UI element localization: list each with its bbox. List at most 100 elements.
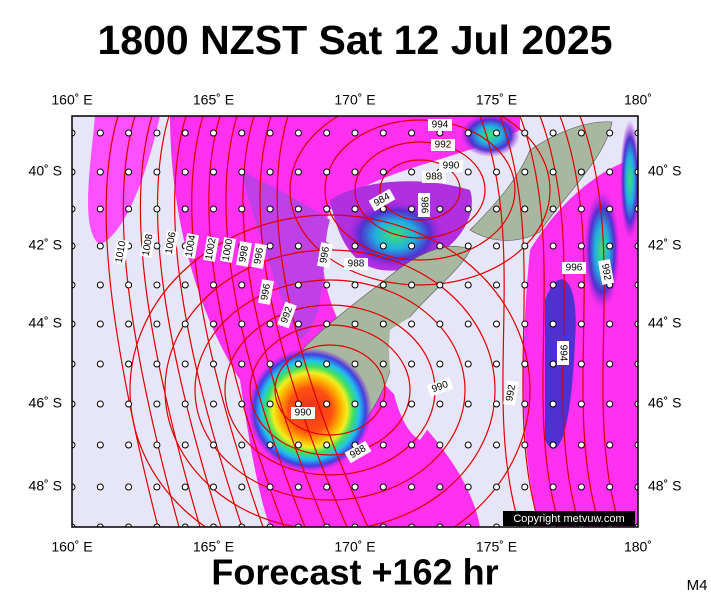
latitude-label: 46˚ S: [648, 395, 681, 411]
longitude-label: 175˚ E: [476, 539, 517, 555]
station-dot: [464, 483, 472, 491]
station-dot: [210, 360, 217, 368]
station-dot: [266, 205, 274, 213]
station-dot: [351, 360, 359, 368]
station-dot: [153, 168, 161, 176]
isobar-label-box: [163, 230, 179, 256]
isobar-label-box: [258, 279, 274, 305]
station-dot: [210, 129, 217, 137]
station-dot: [266, 441, 274, 449]
station-dot: [181, 400, 189, 408]
station-dot: [408, 360, 416, 368]
station-dot: [606, 441, 614, 449]
isobar-value: 1000: [221, 238, 236, 262]
isobar-label: 994: [557, 341, 569, 365]
north-island: [469, 121, 613, 241]
isobar: [259, 116, 348, 527]
isobar-value: 988: [348, 259, 365, 270]
station-dot: [125, 205, 133, 213]
station-dot: [294, 242, 302, 250]
isobar: [324, 119, 516, 261]
isobar-label: 986: [418, 193, 430, 217]
station-dot: [210, 281, 217, 289]
station-dot: [153, 129, 161, 137]
isobar-label: 1002: [203, 236, 219, 262]
isobar: [519, 116, 561, 527]
station-dot: [96, 168, 104, 176]
station-dot: [606, 483, 614, 491]
station-dot: [323, 441, 331, 449]
station-dot: [577, 281, 585, 289]
isobar-label-box: [439, 160, 463, 172]
station-dot: [153, 242, 161, 250]
longitude-label: 160˚ E: [51, 92, 92, 108]
station-dot: [294, 360, 302, 368]
station-dot: [351, 281, 359, 289]
station-dot: [464, 205, 472, 213]
isobar-label: 1006: [163, 230, 179, 256]
isobar-label-box: [344, 258, 368, 270]
station-dot: [323, 360, 331, 368]
station-dot: [181, 441, 189, 449]
station-dot: [549, 400, 557, 408]
isobar-value: 996: [318, 245, 332, 264]
station-dot: [294, 129, 302, 137]
isobar-value: 1010: [114, 240, 129, 264]
model-label: M4: [687, 577, 708, 594]
station-dot: [294, 441, 302, 449]
station-dot: [549, 360, 557, 368]
station-dot: [96, 129, 104, 137]
station-dot: [323, 168, 331, 176]
isobar-label-box: [317, 242, 333, 268]
station-dot: [464, 441, 472, 449]
isobar-label: 992: [277, 301, 297, 329]
isobar-value: 994: [557, 345, 568, 362]
isobar: [139, 116, 201, 527]
longitude-label: 180˚: [624, 92, 652, 108]
station-dot: [606, 168, 614, 176]
station-dot: [436, 483, 444, 491]
station-dot: [549, 129, 557, 137]
station-dot: [408, 129, 416, 137]
station-dot: [96, 281, 104, 289]
copyright-box: [503, 511, 635, 526]
station-dot: [238, 129, 246, 137]
isobar-label-box: [418, 193, 430, 217]
isobar-value: 992: [504, 383, 518, 402]
station-dot: [379, 129, 387, 137]
station-dot: [521, 441, 529, 449]
station-dot: [577, 400, 585, 408]
isobar-label: 990: [291, 407, 315, 419]
station-dot: [238, 320, 246, 328]
station-dot: [294, 320, 302, 328]
station-dot: [549, 441, 557, 449]
isobar-value: 996: [259, 282, 273, 301]
station-dot: [96, 400, 104, 408]
station-dot: [521, 205, 529, 213]
latitude-label: 44˚ S: [648, 315, 681, 331]
station-dot: [464, 168, 472, 176]
station-dot: [577, 441, 585, 449]
isobar-value: 1002: [204, 237, 219, 261]
station-dot: [493, 205, 500, 213]
isobar-label: 998: [236, 241, 252, 267]
isobar-label-box: [598, 259, 614, 285]
station-dot: [210, 483, 217, 491]
station-dot: [210, 205, 217, 213]
isobar-label: 1004: [183, 233, 199, 259]
isobar-value: 996: [252, 246, 266, 265]
station-dot: [606, 205, 614, 213]
longitude-label: 180˚: [624, 539, 652, 555]
isobar: [379, 159, 461, 221]
isobar-label-box: [236, 241, 252, 267]
station-dot: [493, 281, 500, 289]
station-dot: [549, 281, 557, 289]
station-dot: [521, 360, 529, 368]
station-dot: [266, 360, 274, 368]
station-dot: [379, 483, 387, 491]
station-dot: [125, 400, 133, 408]
station-dot: [493, 129, 500, 137]
